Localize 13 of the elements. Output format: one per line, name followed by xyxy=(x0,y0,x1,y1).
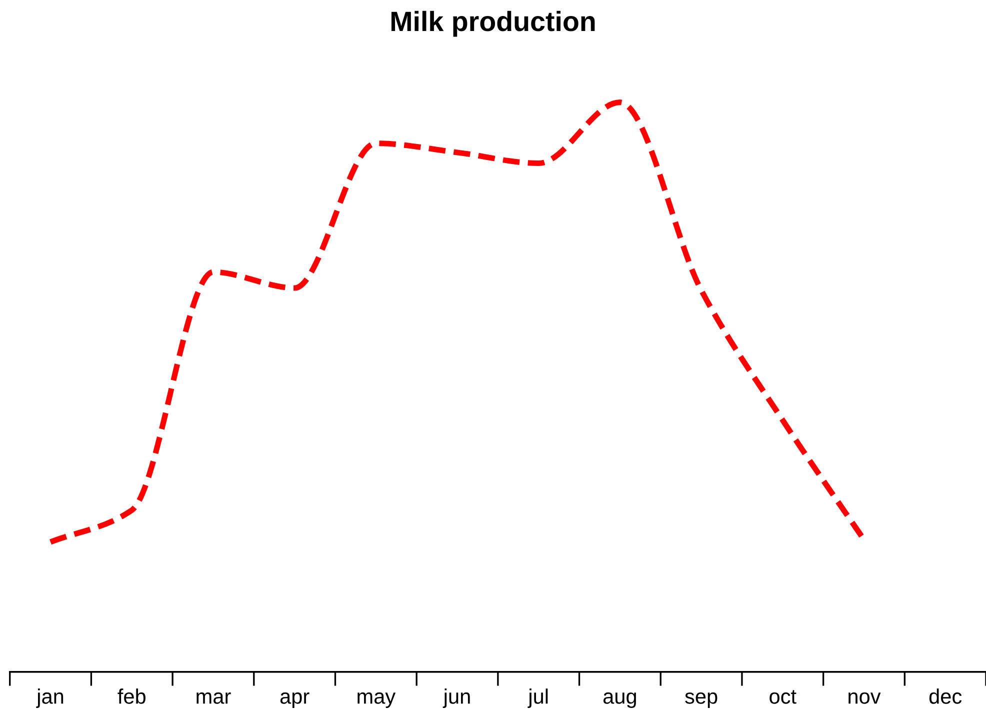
x-tick-label: oct xyxy=(770,690,796,704)
x-tick-label: jun xyxy=(442,688,470,708)
x-tick-label: dec xyxy=(929,688,962,704)
x-tick-label: may xyxy=(358,692,396,708)
x-tick-label: jan xyxy=(36,688,64,708)
x-tick-label: nov xyxy=(848,692,881,704)
x-tick-label: aug xyxy=(603,692,636,708)
x-tick-label: feb xyxy=(118,688,146,704)
x-tick-label: apr xyxy=(280,692,310,708)
x-tick-label: sep xyxy=(685,692,718,708)
x-tick-label: jul xyxy=(528,688,548,708)
chart-title: Milk production xyxy=(391,10,595,37)
x-tick-label: mar xyxy=(196,692,231,704)
